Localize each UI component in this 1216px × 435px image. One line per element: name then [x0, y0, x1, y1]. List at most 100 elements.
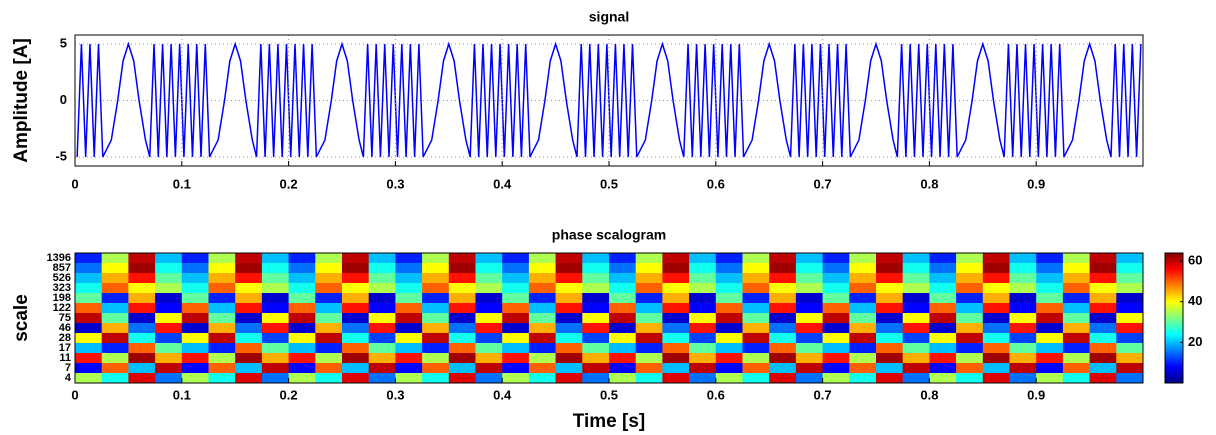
- heat-cell: [475, 353, 503, 364]
- heat-cell: [315, 293, 343, 304]
- x-tick-label: 0.1: [173, 387, 191, 402]
- heat-cell: [342, 253, 370, 264]
- heat-cell: [1062, 363, 1091, 374]
- heat-cell: [982, 373, 1010, 384]
- heat-cell: [689, 333, 717, 344]
- heat-cell: [288, 283, 316, 294]
- heat-cell: [528, 353, 557, 364]
- heat-cell: [929, 293, 957, 304]
- heat-cell: [528, 313, 557, 324]
- heat-cell: [101, 303, 129, 314]
- heat-cell: [769, 263, 797, 274]
- heat-cell: [769, 353, 797, 364]
- heat-cell: [795, 333, 824, 344]
- heat-cell: [635, 293, 663, 304]
- heat-cell: [288, 323, 316, 334]
- heat-cell: [101, 353, 129, 364]
- heat-cell: [208, 343, 236, 354]
- heat-cell: [368, 343, 396, 354]
- heat-cell: [715, 323, 743, 334]
- heat-cell: [261, 353, 290, 364]
- heat-cell: [849, 313, 877, 324]
- heat-cell: [502, 293, 530, 304]
- heat-cell: [769, 343, 797, 354]
- heat-cell: [902, 353, 930, 364]
- heat-cell: [502, 333, 530, 344]
- heat-cell: [342, 313, 370, 324]
- heat-cell: [235, 333, 263, 344]
- heat-cell: [609, 373, 637, 384]
- heat-cell: [662, 263, 690, 274]
- heat-cell: [528, 253, 557, 264]
- heat-cell: [689, 353, 717, 364]
- heat-cell: [75, 363, 103, 374]
- heat-cell: [1036, 283, 1064, 294]
- heat-cell: [528, 323, 557, 334]
- heat-cell: [448, 273, 476, 284]
- heat-cell: [929, 313, 957, 324]
- heat-cell: [635, 323, 663, 334]
- heat-cell: [368, 293, 396, 304]
- heat-cell: [849, 253, 877, 264]
- heat-cell: [876, 303, 904, 314]
- heat-cell: [475, 263, 503, 274]
- heat-cell: [929, 303, 957, 314]
- heat-cell: [1089, 373, 1117, 384]
- heat-cell: [689, 363, 717, 374]
- heat-cell: [876, 263, 904, 274]
- heat-cell: [742, 363, 770, 374]
- heat-cell: [1009, 263, 1037, 274]
- heat-cell: [475, 373, 503, 384]
- heat-cell: [315, 313, 343, 324]
- heat-cell: [208, 323, 236, 334]
- heat-cell: [929, 263, 957, 274]
- heat-cell: [155, 353, 183, 364]
- heat-cell: [635, 253, 663, 264]
- heat-cell: [662, 283, 690, 294]
- heat-cell: [528, 303, 557, 314]
- x-tick-label: 0.5: [600, 387, 618, 402]
- heat-cell: [715, 273, 743, 284]
- heat-cell: [422, 303, 450, 314]
- heat-cell: [555, 333, 583, 344]
- heat-cell: [128, 273, 156, 284]
- heat-cell: [75, 293, 103, 304]
- heat-cell: [261, 313, 290, 324]
- heat-cell: [1062, 303, 1091, 314]
- heat-cell: [1062, 333, 1091, 344]
- heat-cell: [849, 323, 877, 334]
- y-axis-label: Amplitude [A]: [11, 38, 32, 163]
- heat-cell: [635, 363, 663, 374]
- heat-cell: [1009, 293, 1037, 304]
- heat-cell: [795, 293, 824, 304]
- heat-cell: [715, 313, 743, 324]
- heat-cell: [609, 363, 637, 374]
- heat-cell: [555, 293, 583, 304]
- heat-cell: [75, 273, 103, 284]
- x-tick-label: 0.7: [814, 176, 832, 191]
- heat-cell: [101, 333, 129, 344]
- x-tick-label: 0.5: [600, 176, 618, 191]
- heat-cell: [555, 363, 583, 374]
- heat-cell: [368, 303, 396, 314]
- heat-cell: [395, 253, 423, 264]
- heat-cell: [75, 323, 103, 334]
- heat-cell: [769, 373, 797, 384]
- heat-cell: [315, 273, 343, 284]
- heat-cell: [475, 343, 503, 354]
- heat-cell: [742, 373, 770, 384]
- heat-cell: [155, 313, 183, 324]
- heat-cell: [849, 303, 877, 314]
- heat-cell: [956, 283, 984, 294]
- y-tick-label: 11: [59, 352, 71, 364]
- heat-cell: [475, 363, 503, 374]
- heat-cell: [155, 363, 183, 374]
- heat-cell: [582, 333, 610, 344]
- heat-cell: [395, 313, 423, 324]
- heat-cell: [662, 253, 690, 264]
- heat-cell: [742, 283, 770, 294]
- heat-cell: [849, 333, 877, 344]
- heat-cell: [1062, 253, 1091, 264]
- heat-cell: [742, 293, 770, 304]
- heat-cell: [448, 363, 476, 374]
